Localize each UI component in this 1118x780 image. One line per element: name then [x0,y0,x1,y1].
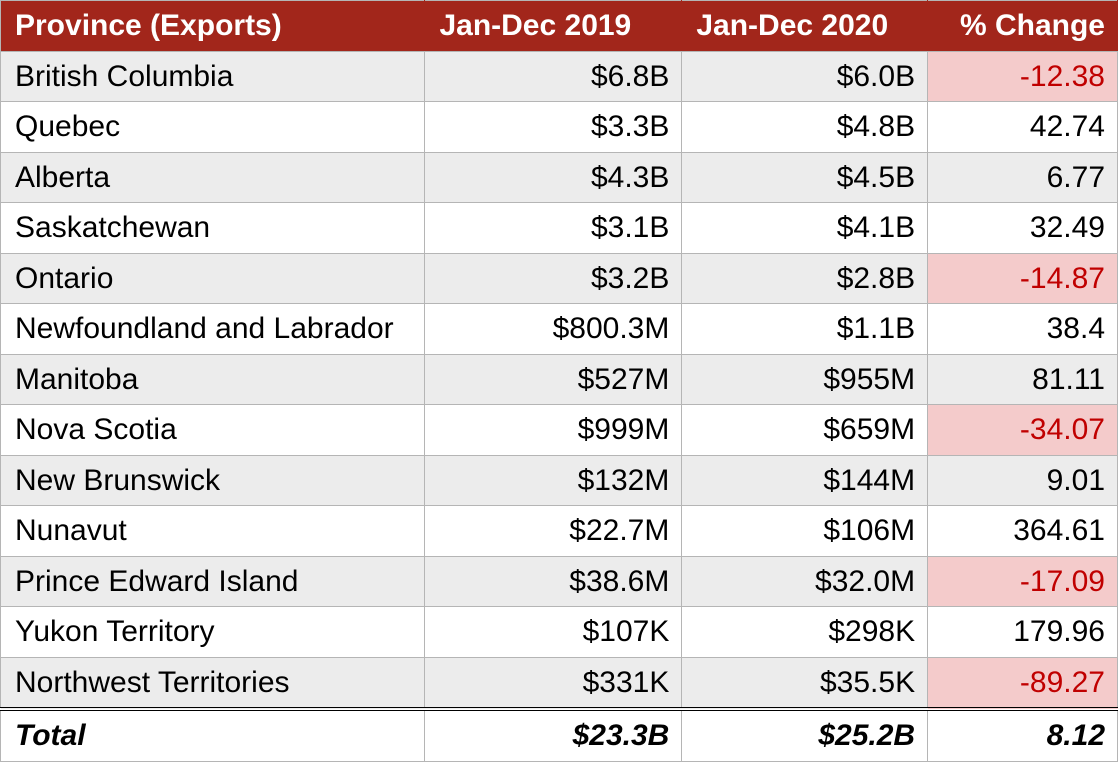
cell-change: 9.01 [928,455,1118,506]
cell-change: 364.61 [928,506,1118,557]
cell-2020: $4.8B [682,102,928,153]
table-footer: Total $23.3B $25.2B 8.12 [1,709,1118,761]
cell-2020: $106M [682,506,928,557]
cell-change: 6.77 [928,152,1118,203]
cell-province: Prince Edward Island [1,556,425,607]
cell-2019: $6.8B [425,51,682,102]
cell-2020: $1.1B [682,304,928,355]
cell-province: Northwest Territories [1,657,425,709]
cell-province: Quebec [1,102,425,153]
table-row: Nunavut$22.7M$106M364.61 [1,506,1118,557]
table-row: Saskatchewan$3.1B$4.1B32.49 [1,203,1118,254]
cell-province: Nunavut [1,506,425,557]
cell-2020: $659M [682,405,928,456]
table-row: New Brunswick$132M$144M9.01 [1,455,1118,506]
cell-2020: $2.8B [682,253,928,304]
cell-2020: $955M [682,354,928,405]
cell-change: 32.49 [928,203,1118,254]
cell-change: -17.09 [928,556,1118,607]
cell-province: Alberta [1,152,425,203]
cell-2019: $3.2B [425,253,682,304]
cell-change: -12.38 [928,51,1118,102]
table-row: Manitoba$527M$955M81.11 [1,354,1118,405]
table-body: British Columbia$6.8B$6.0B-12.38Quebec$3… [1,51,1118,709]
table-row: British Columbia$6.8B$6.0B-12.38 [1,51,1118,102]
cell-2020: $144M [682,455,928,506]
cell-2019: $22.7M [425,506,682,557]
cell-2020: $4.5B [682,152,928,203]
cell-2019: $38.6M [425,556,682,607]
exports-table: Province (Exports) Jan-Dec 2019 Jan-Dec … [0,0,1118,762]
cell-change: -14.87 [928,253,1118,304]
cell-province: Saskatchewan [1,203,425,254]
cell-change: 38.4 [928,304,1118,355]
table-row: Ontario$3.2B$2.8B-14.87 [1,253,1118,304]
total-2020: $25.2B [682,709,928,761]
table-row: Quebec$3.3B$4.8B42.74 [1,102,1118,153]
cell-2020: $35.5K [682,657,928,709]
table-header: Province (Exports) Jan-Dec 2019 Jan-Dec … [1,1,1118,52]
header-change: % Change [928,1,1118,52]
cell-2020: $4.1B [682,203,928,254]
cell-2019: $527M [425,354,682,405]
total-label: Total [1,709,425,761]
cell-2019: $132M [425,455,682,506]
cell-2019: $331K [425,657,682,709]
cell-2020: $6.0B [682,51,928,102]
cell-2019: $3.3B [425,102,682,153]
cell-change: -89.27 [928,657,1118,709]
cell-province: Manitoba [1,354,425,405]
cell-2019: $107K [425,607,682,658]
cell-province: Newfoundland and Labrador [1,304,425,355]
cell-change: -34.07 [928,405,1118,456]
cell-2019: $999M [425,405,682,456]
exports-table-container: Province (Exports) Jan-Dec 2019 Jan-Dec … [0,0,1118,762]
header-period-2019: Jan-Dec 2019 [425,1,682,52]
header-province: Province (Exports) [1,1,425,52]
table-row: Northwest Territories$331K$35.5K-89.27 [1,657,1118,709]
cell-2019: $3.1B [425,203,682,254]
cell-2019: $800.3M [425,304,682,355]
cell-change: 179.96 [928,607,1118,658]
table-row: Alberta$4.3B$4.5B6.77 [1,152,1118,203]
cell-province: Nova Scotia [1,405,425,456]
cell-change: 81.11 [928,354,1118,405]
header-period-2020: Jan-Dec 2020 [682,1,928,52]
total-change: 8.12 [928,709,1118,761]
cell-change: 42.74 [928,102,1118,153]
total-2019: $23.3B [425,709,682,761]
cell-province: New Brunswick [1,455,425,506]
cell-province: Ontario [1,253,425,304]
cell-2020: $32.0M [682,556,928,607]
cell-2020: $298K [682,607,928,658]
table-row: Newfoundland and Labrador$800.3M$1.1B38.… [1,304,1118,355]
cell-2019: $4.3B [425,152,682,203]
table-row: Nova Scotia$999M$659M-34.07 [1,405,1118,456]
cell-province: Yukon Territory [1,607,425,658]
table-row: Yukon Territory$107K$298K179.96 [1,607,1118,658]
cell-province: British Columbia [1,51,425,102]
table-row: Prince Edward Island$38.6M$32.0M-17.09 [1,556,1118,607]
